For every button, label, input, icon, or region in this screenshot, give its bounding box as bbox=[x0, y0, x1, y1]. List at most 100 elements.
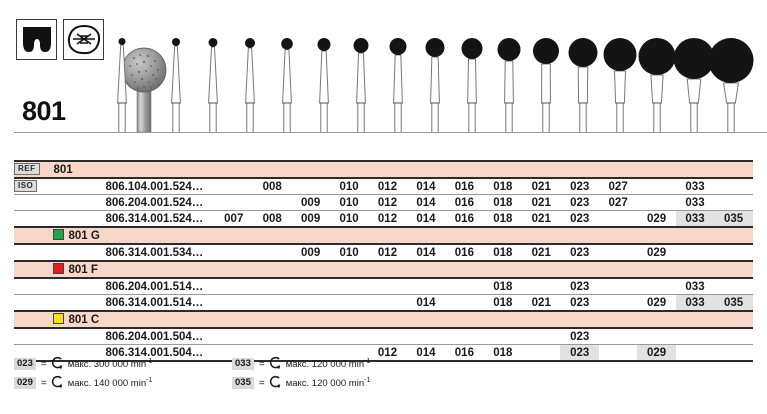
size-cell[interactable]: 018 bbox=[483, 278, 523, 295]
size-cell[interactable]: 008 bbox=[252, 178, 292, 195]
size-cell[interactable]: 023 bbox=[560, 194, 599, 211]
size-cell[interactable]: 010 bbox=[329, 178, 369, 195]
size-cell[interactable]: 035 bbox=[714, 294, 753, 312]
size-cell[interactable]: 029 bbox=[637, 244, 676, 262]
size-cell-empty bbox=[637, 278, 676, 295]
grit-color-chip bbox=[53, 313, 65, 324]
group-name: 801 F bbox=[68, 264, 98, 276]
size-cell-empty bbox=[598, 328, 638, 345]
size-cell[interactable]: 018 bbox=[483, 178, 523, 195]
size-cell[interactable]: 010 bbox=[329, 244, 369, 262]
size-cell[interactable]: 009 bbox=[291, 194, 330, 211]
size-cell[interactable]: 033 bbox=[675, 210, 715, 228]
size-cell[interactable]: 033 bbox=[675, 178, 715, 195]
size-cell[interactable]: 012 bbox=[368, 194, 407, 211]
size-cell[interactable]: 021 bbox=[522, 194, 561, 211]
size-cell[interactable]: 010 bbox=[329, 194, 369, 211]
group-header-row: 801 F bbox=[14, 260, 753, 279]
size-cell[interactable]: 009 bbox=[291, 244, 330, 262]
size-cell[interactable]: 027 bbox=[598, 194, 638, 211]
size-cell[interactable]: 016 bbox=[445, 244, 484, 262]
size-cell-empty bbox=[483, 328, 523, 345]
size-cell-empty bbox=[214, 328, 253, 345]
speed-legend-item: 029 = макс. 140 000 min-1 bbox=[14, 375, 232, 391]
article-code: 806.314.001.524… bbox=[105, 210, 215, 228]
bur-illustration bbox=[389, 38, 407, 133]
size-cell[interactable]: 014 bbox=[406, 294, 446, 312]
speed-legend-item: 035 = макс. 120 000 min-1 bbox=[232, 375, 753, 391]
size-cell-empty bbox=[329, 344, 369, 362]
size-cell[interactable]: 010 bbox=[329, 210, 369, 228]
size-cell[interactable]: 033 bbox=[675, 194, 715, 211]
equals-sign: = bbox=[40, 377, 47, 389]
speed-legend: 023 = макс. 300 000 min-1 033 = макс. 120 000… bbox=[14, 356, 753, 391]
size-cell[interactable]: 016 bbox=[445, 344, 484, 362]
bur-illustration bbox=[117, 38, 127, 133]
size-cell[interactable]: 023 bbox=[560, 210, 599, 228]
size-cell[interactable]: 014 bbox=[406, 194, 446, 211]
size-cell[interactable]: 012 bbox=[368, 244, 407, 262]
size-cell[interactable]: 008 bbox=[252, 210, 292, 228]
size-cell[interactable]: 016 bbox=[445, 210, 484, 228]
size-cell[interactable]: 018 bbox=[483, 294, 523, 312]
speed-legend-code: 035 bbox=[232, 377, 254, 389]
speed-legend-text: макс. 120 000 min-1 bbox=[285, 357, 371, 371]
row-indent-cell bbox=[53, 194, 106, 211]
size-cell[interactable]: 012 bbox=[368, 178, 407, 195]
size-cell[interactable]: 023 bbox=[560, 244, 599, 262]
size-cell[interactable]: 021 bbox=[522, 210, 561, 228]
table-row: 806.314.001.504… 012 014 016 018 023 029 bbox=[14, 344, 753, 362]
size-cell[interactable]: 018 bbox=[483, 210, 523, 228]
size-cell[interactable]: 018 bbox=[483, 194, 523, 211]
rotation-speed-icon bbox=[269, 356, 282, 372]
size-cell[interactable]: 016 bbox=[445, 178, 484, 195]
size-cell-empty bbox=[637, 328, 676, 345]
bur-illustration bbox=[281, 38, 293, 133]
size-cell[interactable]: 033 bbox=[675, 278, 715, 295]
size-cell[interactable]: 033 bbox=[675, 294, 715, 312]
size-cell[interactable]: 029 bbox=[637, 210, 676, 228]
size-cell[interactable]: 014 bbox=[406, 178, 446, 195]
size-cell-empty bbox=[675, 328, 715, 345]
size-cell-empty bbox=[329, 278, 369, 295]
size-cell[interactable]: 023 bbox=[560, 178, 599, 195]
size-cell-empty bbox=[714, 278, 753, 295]
rotation-speed-icon bbox=[51, 356, 64, 372]
bur-illustration bbox=[245, 38, 255, 133]
size-cell[interactable]: 021 bbox=[522, 178, 561, 195]
size-cell[interactable]: 012 bbox=[368, 210, 407, 228]
bur-illustration bbox=[638, 38, 676, 133]
size-cell[interactable]: 016 bbox=[445, 194, 484, 211]
table-row: 806.314.001.514… 014 018 021 023 029 033 035 bbox=[14, 294, 753, 312]
size-cell[interactable]: 007 bbox=[214, 210, 253, 228]
size-cell-empty bbox=[637, 194, 676, 211]
size-cell-empty bbox=[329, 328, 369, 345]
size-cell[interactable]: 018 bbox=[483, 244, 523, 262]
group-header-row: REF 801 bbox=[14, 160, 753, 179]
row-spacer-cell bbox=[14, 194, 54, 211]
size-cell[interactable]: 023 bbox=[560, 344, 599, 362]
size-cell[interactable]: 021 bbox=[522, 244, 561, 262]
bur-illustration bbox=[208, 38, 218, 133]
speed-legend-text: макс. 140 000 min-1 bbox=[67, 376, 153, 390]
size-cell[interactable]: 012 bbox=[368, 344, 407, 362]
size-cell[interactable]: 023 bbox=[560, 328, 599, 345]
size-cell[interactable]: 021 bbox=[522, 294, 561, 312]
size-cell[interactable]: 029 bbox=[637, 294, 676, 312]
size-cell[interactable]: 023 bbox=[560, 294, 599, 312]
size-cell-empty bbox=[329, 294, 369, 312]
size-cell[interactable]: 018 bbox=[483, 344, 523, 362]
size-cell[interactable]: 023 bbox=[560, 278, 599, 295]
tooth-occlusal-view-icon bbox=[63, 19, 104, 60]
size-cell[interactable]: 014 bbox=[406, 244, 446, 262]
size-cell[interactable]: 029 bbox=[637, 344, 676, 362]
group-spacer-cell bbox=[14, 260, 54, 279]
diamond-ball-bur-large bbox=[121, 47, 167, 133]
size-cell-empty bbox=[252, 328, 292, 345]
size-cell[interactable]: 027 bbox=[598, 178, 638, 195]
size-cell[interactable]: 014 bbox=[406, 210, 446, 228]
size-cell[interactable]: 035 bbox=[714, 210, 753, 228]
size-cell[interactable]: 009 bbox=[291, 210, 330, 228]
speed-legend-item: 033 = макс. 120 000 min-1 bbox=[232, 356, 753, 372]
size-cell[interactable]: 014 bbox=[406, 344, 446, 362]
